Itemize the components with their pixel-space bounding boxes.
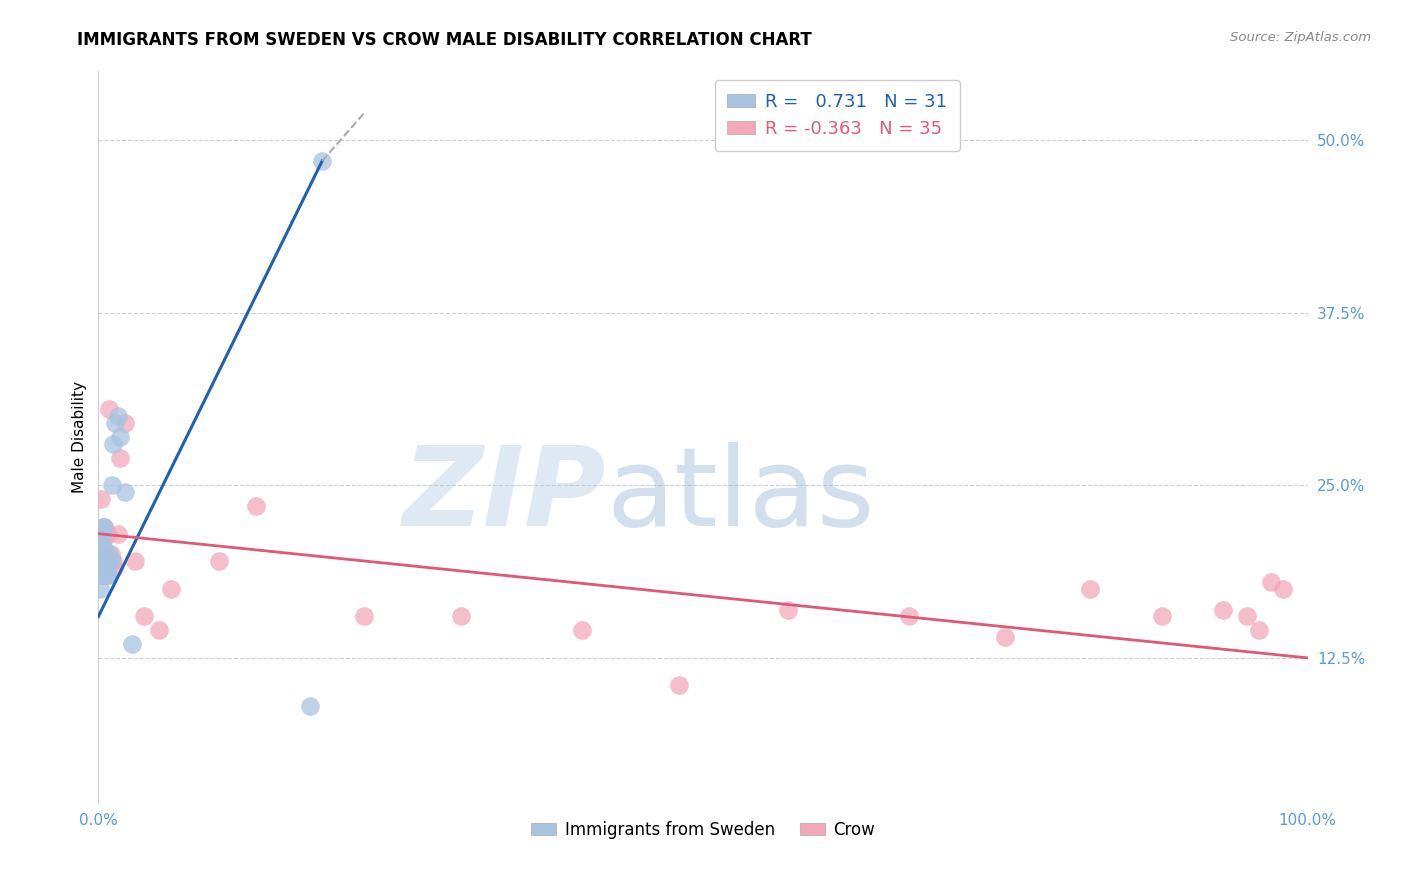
Point [96, 554, 118, 568]
Point [897, 609, 920, 624]
Point [1212, 602, 1234, 616]
Point [104, 417, 127, 431]
Point [101, 437, 124, 451]
Point [121, 637, 143, 651]
Point [97, 554, 120, 568]
Point [96, 568, 118, 582]
Point [98, 402, 121, 417]
Point [91, 554, 114, 568]
Point [101, 554, 124, 568]
Point [91, 554, 114, 568]
Point [93, 520, 115, 534]
Point [994, 630, 1017, 644]
Point [114, 485, 136, 500]
Point [98, 548, 121, 562]
Point [90, 526, 112, 541]
Point [93, 520, 115, 534]
Point [245, 499, 267, 513]
Point [134, 609, 156, 624]
Point [91, 526, 114, 541]
Point [668, 678, 690, 692]
Point [90, 541, 112, 555]
Point [450, 609, 472, 624]
Point [124, 554, 146, 568]
Point [299, 699, 322, 714]
Point [91, 568, 114, 582]
Point [100, 554, 122, 568]
Point [160, 582, 183, 596]
Text: IMMIGRANTS FROM SWEDEN VS CROW MALE DISABILITY CORRELATION CHART: IMMIGRANTS FROM SWEDEN VS CROW MALE DISA… [77, 31, 813, 49]
Point [89, 582, 111, 596]
Point [90, 554, 112, 568]
Text: Source: ZipAtlas.com: Source: ZipAtlas.com [1230, 31, 1371, 45]
Point [571, 624, 593, 638]
Point [91, 548, 114, 562]
Point [91, 533, 114, 548]
Point [208, 554, 231, 568]
Point [148, 624, 170, 638]
Point [1272, 582, 1295, 596]
Point [1249, 624, 1271, 638]
Point [107, 409, 129, 424]
Point [103, 561, 125, 575]
Point [93, 548, 115, 562]
Point [96, 554, 118, 568]
Point [108, 430, 131, 444]
Point [311, 154, 333, 169]
Point [94, 568, 117, 582]
Point [93, 561, 115, 575]
Point [1152, 609, 1174, 624]
Legend: Immigrants from Sweden, Crow: Immigrants from Sweden, Crow [524, 814, 882, 846]
Point [108, 450, 131, 465]
Text: ZIP: ZIP [402, 442, 606, 549]
Point [91, 541, 114, 555]
Point [89, 568, 111, 582]
Text: atlas: atlas [606, 442, 875, 549]
Point [1236, 609, 1258, 624]
Point [94, 554, 117, 568]
Point [100, 478, 122, 492]
Point [91, 520, 114, 534]
Y-axis label: Male Disability: Male Disability [72, 381, 87, 493]
Point [97, 526, 120, 541]
Point [1260, 574, 1282, 589]
Point [107, 526, 129, 541]
Point [114, 417, 136, 431]
Point [100, 548, 122, 562]
Point [100, 554, 122, 568]
Point [90, 492, 112, 507]
Point [94, 548, 117, 562]
Point [353, 609, 375, 624]
Point [776, 602, 799, 616]
Point [97, 568, 120, 582]
Point [1078, 582, 1101, 596]
